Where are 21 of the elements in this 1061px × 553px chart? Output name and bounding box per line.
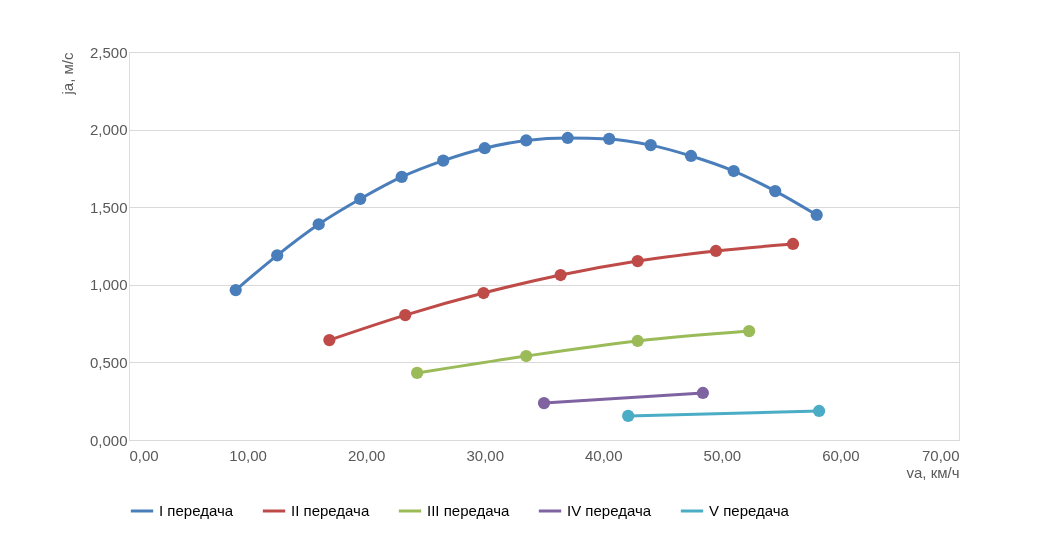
x-tick-label: 20,00: [347, 446, 386, 464]
x-tick-label: 30,00: [466, 446, 504, 464]
legend-label: III передача: [427, 502, 511, 519]
legend-label: II передача: [291, 502, 370, 519]
x-tick-label: 70,00: [921, 446, 960, 464]
legend-label: IV передача: [567, 502, 652, 519]
legend-label: I передача: [159, 502, 234, 519]
y-tick-label: 0,000: [89, 431, 128, 449]
x-tick-label: 0,00: [129, 446, 159, 464]
y-tick-label: 1,500: [89, 198, 128, 216]
x-axis-title: va, км/ч: [906, 463, 960, 481]
y-tick-label: 1,000: [89, 276, 128, 294]
x-tick-label: 10,00: [229, 446, 267, 464]
y-axis-title: ja, м/с: [58, 52, 76, 96]
x-tick-label: 60,00: [822, 446, 860, 464]
legend-label: V передача: [709, 502, 790, 519]
x-tick-label: 50,00: [703, 446, 742, 464]
y-tick-label: 0,500: [89, 353, 128, 371]
y-tick-label: 2,000: [89, 121, 128, 139]
x-tick-label: 40,00: [585, 446, 623, 464]
y-tick-label: 2,500: [89, 43, 128, 61]
